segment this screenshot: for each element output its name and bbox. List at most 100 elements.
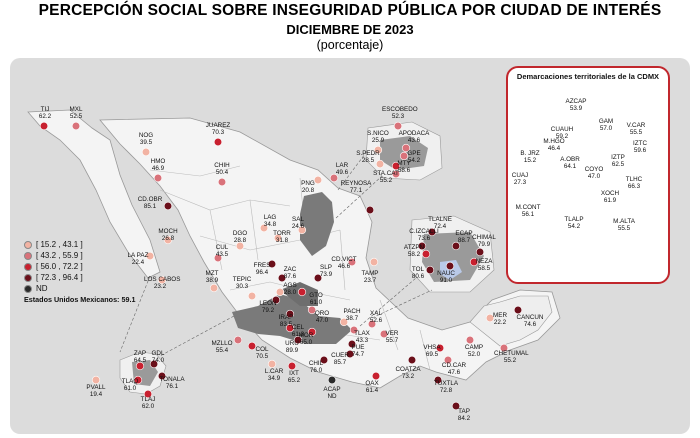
city-name: SLP (320, 264, 332, 271)
district-name: M.ALTA (613, 218, 635, 225)
city-label: TAMP 23.7 (354, 270, 386, 284)
city-value: 77.1 (349, 187, 363, 194)
city-label: MOCH 26.8 (152, 228, 184, 242)
city-dot (345, 349, 355, 359)
city-value: 55.2 (503, 357, 517, 364)
city-value: 28.0 (283, 289, 297, 296)
cdmx-district-label: M.CONT 56.1 (512, 204, 544, 218)
city-label: AGS 28.0 (274, 282, 306, 296)
city-name: LOS CABOS (144, 276, 181, 283)
city-value: 62.2 (38, 113, 52, 120)
city-name: PNG (301, 180, 315, 187)
city-value: 43.3 (355, 337, 369, 344)
legend-swatch (24, 273, 32, 282)
city-value: 34.8 (263, 221, 277, 228)
city-value: 72.8 (439, 387, 453, 394)
city-dot (273, 233, 283, 243)
city-label: LOS CABOS 23.2 (144, 276, 181, 290)
city-value: 96.4 (255, 269, 269, 276)
city-value: 52.0 (467, 351, 481, 358)
district-value: 27.3 (513, 179, 527, 186)
city-dot (365, 205, 375, 215)
national-value: Estados Unidos Mexicanos: 59.1 (24, 295, 136, 304)
city-dot (141, 147, 151, 157)
cdmx-district-label: AZCAP 53.9 (560, 98, 592, 112)
city-name: PUE (351, 344, 365, 351)
city-value: 58.2 (407, 251, 421, 258)
city-name: IRAP (278, 314, 294, 321)
city-value: 61.0 (309, 299, 323, 306)
city-label: LA PAZ 22.4 (122, 252, 154, 266)
city-name: MOR (298, 332, 314, 339)
city-label: CUER 85.7 (324, 352, 356, 366)
city-value: 46.6 (337, 263, 351, 270)
city-dot (499, 343, 509, 353)
city-value: 55.4 (215, 347, 229, 354)
city-label: CUL 43.5 (206, 244, 238, 258)
district-name: CUAJ (511, 172, 529, 179)
title-block: PERCEPCIÓN SOCIAL SOBRE INSEGURIDAD PÚBL… (0, 0, 700, 52)
city-label: CAMP 52.0 (458, 344, 490, 358)
city-name: ESCOBEDO (382, 106, 418, 113)
city-value: 79.9 (477, 241, 491, 248)
city-label: URU 89.9 (276, 340, 308, 354)
city-name: VER (385, 330, 399, 337)
city-name: COL (255, 346, 269, 353)
city-value: 23.7 (363, 277, 377, 284)
city-value: 38.7 (345, 315, 359, 322)
city-dot (217, 177, 227, 187)
district-value: 55.5 (617, 225, 631, 232)
city-name: XAL (370, 310, 382, 317)
city-dot (421, 249, 431, 259)
city-value: 80.6 (411, 273, 425, 280)
city-dot (307, 305, 317, 315)
city-value: 89.9 (285, 347, 299, 354)
city-dot (417, 241, 427, 251)
district-name: COYO (584, 166, 604, 173)
city-name: STA.CAT (373, 170, 399, 177)
city-label: TLAJ 62.0 (132, 396, 164, 410)
legend-swatch (24, 262, 32, 271)
cdmx-district-label: B. JRZ 15.2 (514, 150, 546, 164)
city-label: VER 55.7 (376, 330, 408, 344)
district-value: 61.9 (603, 197, 617, 204)
city-label: TLAX 43.3 (346, 330, 378, 344)
city-value: 31.8 (275, 237, 289, 244)
district-name: TLHC (625, 176, 643, 183)
cdmx-inset-title: Demarcaciones territoriales de la CDMX (516, 72, 660, 81)
city-value: 74.6 (523, 321, 537, 328)
city-label: C.IZCALLI 73.6 (408, 228, 440, 242)
district-value: 62.5 (611, 161, 625, 168)
city-value: 65.0 (299, 339, 313, 346)
city-label: TAP 84.2 (448, 408, 480, 422)
city-name: IXT (289, 370, 299, 377)
city-name: CD.CAR (441, 362, 467, 369)
city-dot (313, 175, 323, 185)
city-dot (235, 241, 245, 251)
city-name: REYNOSA (340, 180, 372, 187)
city-label: TOL 80.6 (402, 266, 434, 280)
city-dot (485, 313, 495, 323)
city-name: CUER (331, 352, 349, 359)
city-name: TLAX (354, 330, 370, 337)
city-label: TUXTLA 72.8 (430, 380, 462, 394)
map-date: DICIEMBRE DE 2023 (286, 22, 414, 37)
city-label: LAR 49.6 (326, 162, 358, 176)
cdmx-district-label: A.OBR 64.1 (554, 156, 586, 170)
city-name: TEPIC (232, 276, 252, 283)
city-name: HMO (150, 158, 166, 165)
cdmx-district-label: M.HGO 46.4 (538, 138, 570, 152)
cdmx-district-label: M.ALTA 55.5 (608, 218, 640, 232)
city-label: PNG 20.8 (292, 180, 324, 194)
city-label: XAL 52.6 (360, 310, 392, 324)
city-label: GTO 61.0 (300, 292, 332, 306)
city-dots (39, 121, 523, 411)
city-dot (145, 251, 155, 261)
city-name: C.IZCALLI (409, 228, 439, 235)
city-label: TONALA 76.1 (156, 376, 188, 390)
city-label: TEPIC 30.3 (226, 276, 258, 290)
city-label: CEL 61.8 (282, 324, 314, 338)
city-dot (435, 343, 445, 353)
city-dot (233, 335, 243, 345)
city-value: 85.7 (333, 359, 347, 366)
